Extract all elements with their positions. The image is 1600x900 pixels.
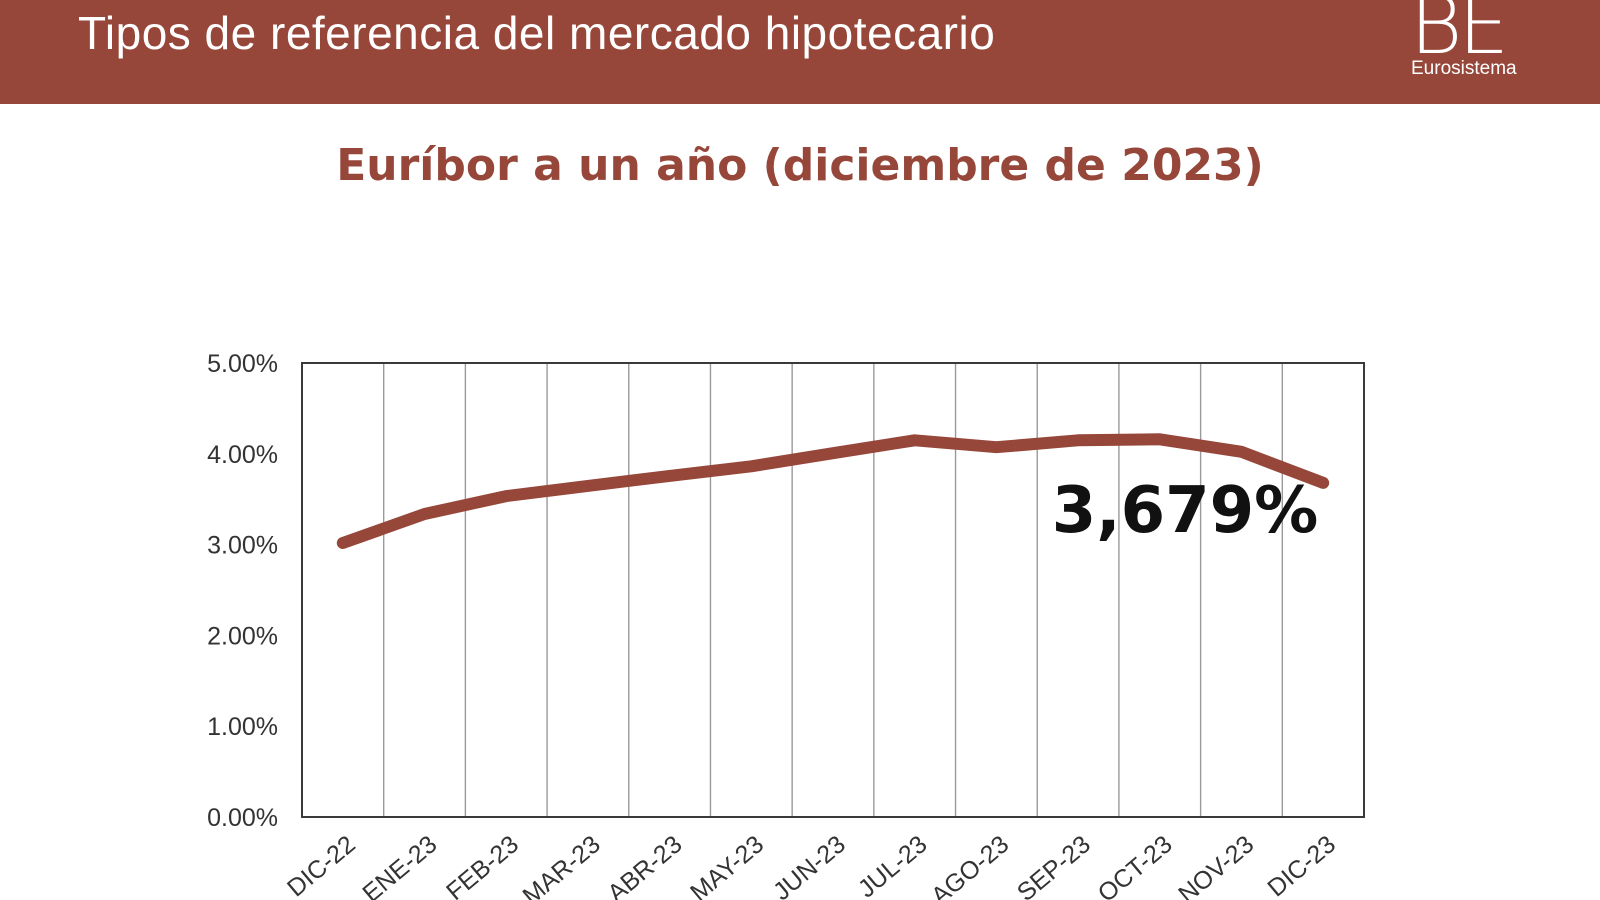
data-point <box>340 540 345 545</box>
x-tick-label: OCT-23 <box>1093 830 1178 900</box>
data-point <box>749 464 754 469</box>
y-tick-label: 5.00% <box>207 350 278 378</box>
y-tick-label: 2.00% <box>207 622 278 650</box>
logo-subtitle: Eurosistema <box>1411 58 1517 79</box>
data-point <box>994 445 999 450</box>
x-tick-label: DIC-22 <box>282 830 361 900</box>
data-point <box>422 512 427 517</box>
chart-title: Euríbor a un año (diciembre de 2023) <box>336 140 1264 191</box>
x-tick-label: NOV-23 <box>1173 830 1259 900</box>
value-annotation: 3,679% <box>1052 474 1319 548</box>
x-tick-label: AGO-23 <box>926 830 1014 900</box>
header-bar: Tipos de referencia del mercado hipoteca… <box>0 0 1600 104</box>
x-tick-label: MAR-23 <box>518 830 606 900</box>
data-point <box>585 483 590 488</box>
data-point <box>831 451 835 456</box>
page-title: Tipos de referencia del mercado hipoteca… <box>78 7 996 59</box>
data-point <box>912 438 917 443</box>
x-tick-label: ABR-23 <box>602 830 687 900</box>
data-point <box>1076 438 1081 443</box>
x-tick-label: JUL-23 <box>853 830 933 900</box>
x-tick-label: JUN-23 <box>768 830 851 900</box>
y-tick-label: 1.00% <box>207 713 278 741</box>
data-point <box>1157 437 1162 442</box>
x-tick-label: DIC-23 <box>1262 830 1341 900</box>
y-tick-label: 4.00% <box>207 441 278 469</box>
y-tick-label: 0.00% <box>207 804 278 832</box>
data-point <box>1321 480 1326 485</box>
data-point <box>1239 449 1244 454</box>
data-point <box>667 473 672 478</box>
x-tick-label: MAY-23 <box>685 830 769 900</box>
x-tick-label: FEB-23 <box>441 830 524 900</box>
x-tick-label: ENE-23 <box>357 830 442 900</box>
y-tick-label: 3.00% <box>207 532 278 560</box>
x-tick-label: SEP-23 <box>1012 830 1096 900</box>
data-point <box>504 494 509 499</box>
plot-area <box>301 362 1365 818</box>
logo: BE <box>1410 0 1509 72</box>
